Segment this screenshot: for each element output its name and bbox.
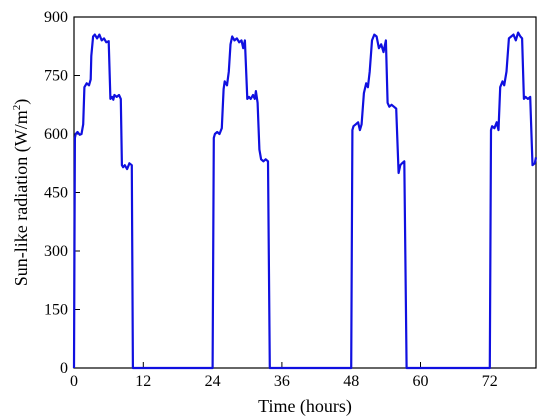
y-tick-label: 750 (44, 68, 68, 85)
y-axis-title-sup: 2 (11, 105, 23, 111)
x-tick-label: 24 (205, 373, 221, 390)
x-tick-label: 48 (343, 373, 359, 390)
y-axis-title-end: ) (11, 99, 32, 105)
y-tick-label: 0 (60, 360, 68, 377)
x-tick-label: 12 (135, 373, 151, 390)
x-tick-label: 72 (482, 373, 498, 390)
x-tick-label: 36 (274, 373, 290, 390)
x-tick-label: 0 (70, 373, 78, 390)
y-axis-title-main: Sun-like radiation (W/m (11, 110, 32, 286)
x-tick-label: 60 (413, 373, 429, 390)
plot-frame (73, 16, 537, 369)
y-tick-label: 900 (44, 9, 68, 26)
y-tick-label: 150 (44, 302, 68, 319)
y-axis-title: Sun-like radiation (W/m2) (11, 99, 32, 286)
x-axis-title: Time (hours) (258, 396, 352, 417)
y-tick-label: 300 (44, 243, 68, 260)
x-axis-ticks: 0 12 24 36 48 60 72 (70, 362, 498, 390)
y-tick-label: 600 (44, 126, 68, 143)
y-tick-label: 450 (44, 185, 68, 202)
series-line (72, 31, 538, 370)
y-axis-ticks: 0 150 300 450 600 750 900 (44, 9, 80, 377)
